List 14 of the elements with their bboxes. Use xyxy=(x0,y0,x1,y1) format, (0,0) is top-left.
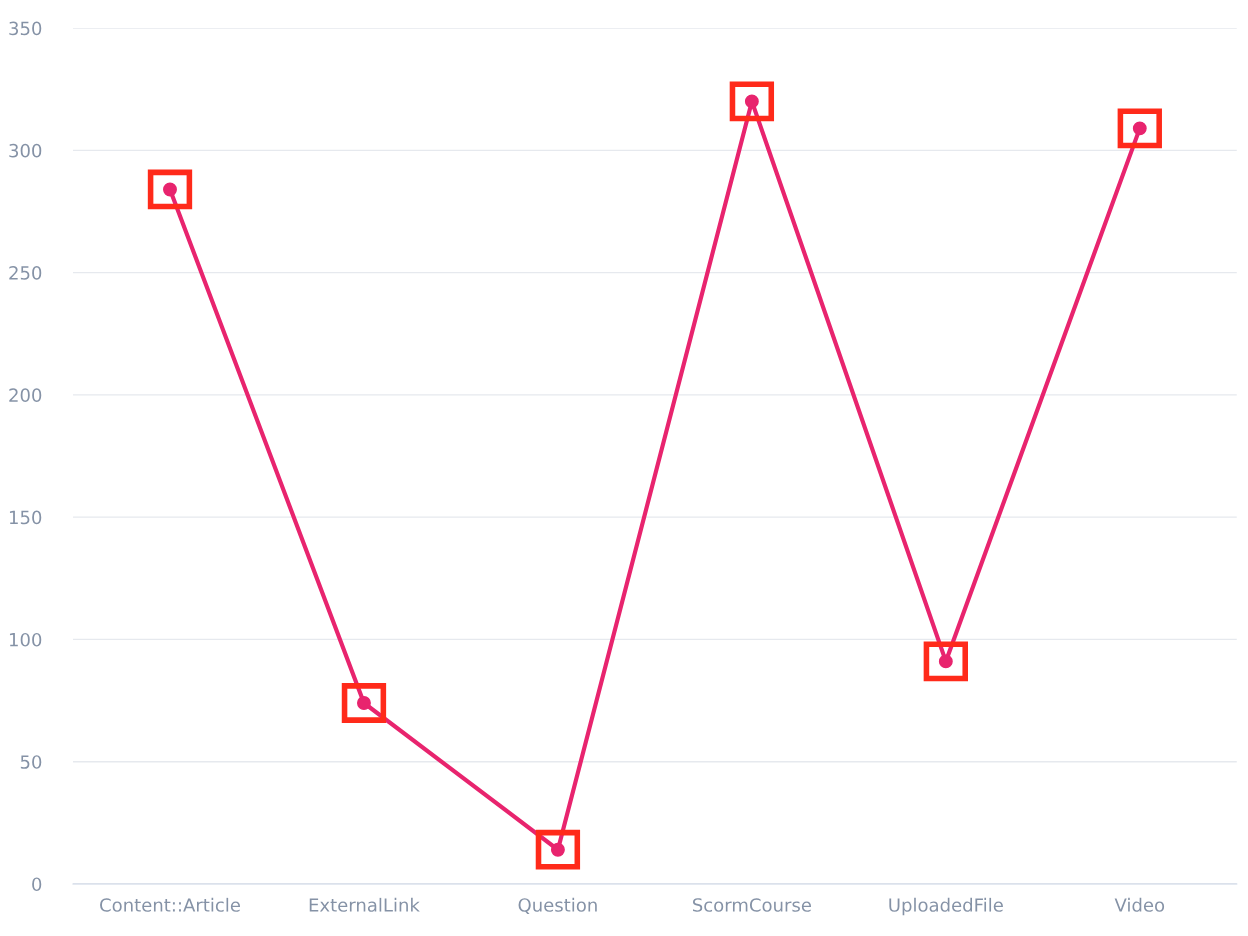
y-tick-label: 300 xyxy=(9,143,42,158)
x-tick-label: ScormCourse xyxy=(692,898,811,912)
x-tick-label: Video xyxy=(1114,897,1165,912)
y-tick-label: 200 xyxy=(9,388,42,402)
y-tick-label: 100 xyxy=(9,632,42,647)
x-tick-label: Question xyxy=(518,897,597,914)
x-tick-label: UploadedFile xyxy=(889,897,1003,916)
y-tick-label: 150 xyxy=(9,510,42,525)
y-tick-label: 250 xyxy=(9,266,42,280)
y-tick-label: 50 xyxy=(20,755,42,769)
x-tick-label: ExternalLink xyxy=(309,897,420,912)
x-tick-label: Content::Article xyxy=(100,897,240,912)
y-tick-label: 0 xyxy=(32,877,42,892)
y-tick-label: 350 xyxy=(9,21,42,36)
